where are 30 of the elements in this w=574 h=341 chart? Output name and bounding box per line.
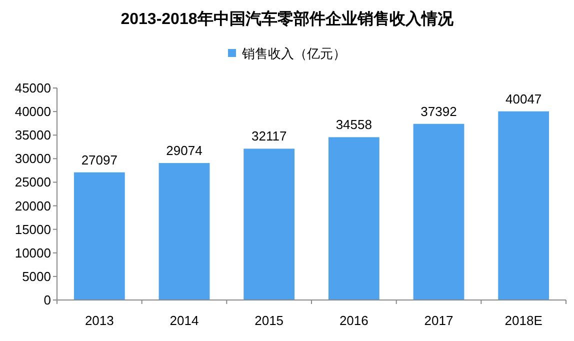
data-label: 40047 bbox=[506, 91, 542, 106]
data-label: 27097 bbox=[81, 152, 118, 168]
x-tick-label: 2014 bbox=[170, 313, 199, 328]
y-tick-label: 40000 bbox=[14, 104, 51, 120]
y-tick-label: 0 bbox=[44, 292, 51, 308]
x-tick-label: 2013 bbox=[84, 313, 114, 328]
legend-label: 销售收入（亿元） bbox=[241, 46, 346, 61]
data-label: 34558 bbox=[336, 117, 372, 132]
y-tick-label: 15000 bbox=[14, 222, 51, 237]
bar bbox=[244, 148, 295, 300]
x-tick-label: 2018E bbox=[504, 313, 543, 328]
y-tick-label: 30000 bbox=[14, 151, 51, 166]
y-tick-label: 5000 bbox=[22, 268, 51, 284]
bar bbox=[158, 163, 210, 300]
chart-title: 2013-2018年中国汽车零部件企业销售收入情况 bbox=[120, 10, 454, 28]
data-label: 29074 bbox=[166, 143, 202, 158]
x-tick-label: 2016 bbox=[339, 313, 368, 328]
bar bbox=[328, 137, 380, 300]
bar bbox=[498, 111, 550, 300]
bar bbox=[413, 124, 464, 300]
y-tick-label: 10000 bbox=[14, 245, 51, 260]
y-tick-label: 25000 bbox=[14, 174, 51, 190]
data-label: 32117 bbox=[251, 128, 287, 144]
y-tick-label: 35000 bbox=[14, 128, 51, 143]
data-label: 37392 bbox=[420, 104, 457, 119]
x-tick-label: 2017 bbox=[424, 313, 454, 328]
y-tick-label: 20000 bbox=[14, 198, 51, 214]
y-tick-label: 45000 bbox=[14, 80, 51, 96]
bar bbox=[74, 172, 125, 300]
x-tick-label: 2015 bbox=[254, 313, 284, 328]
